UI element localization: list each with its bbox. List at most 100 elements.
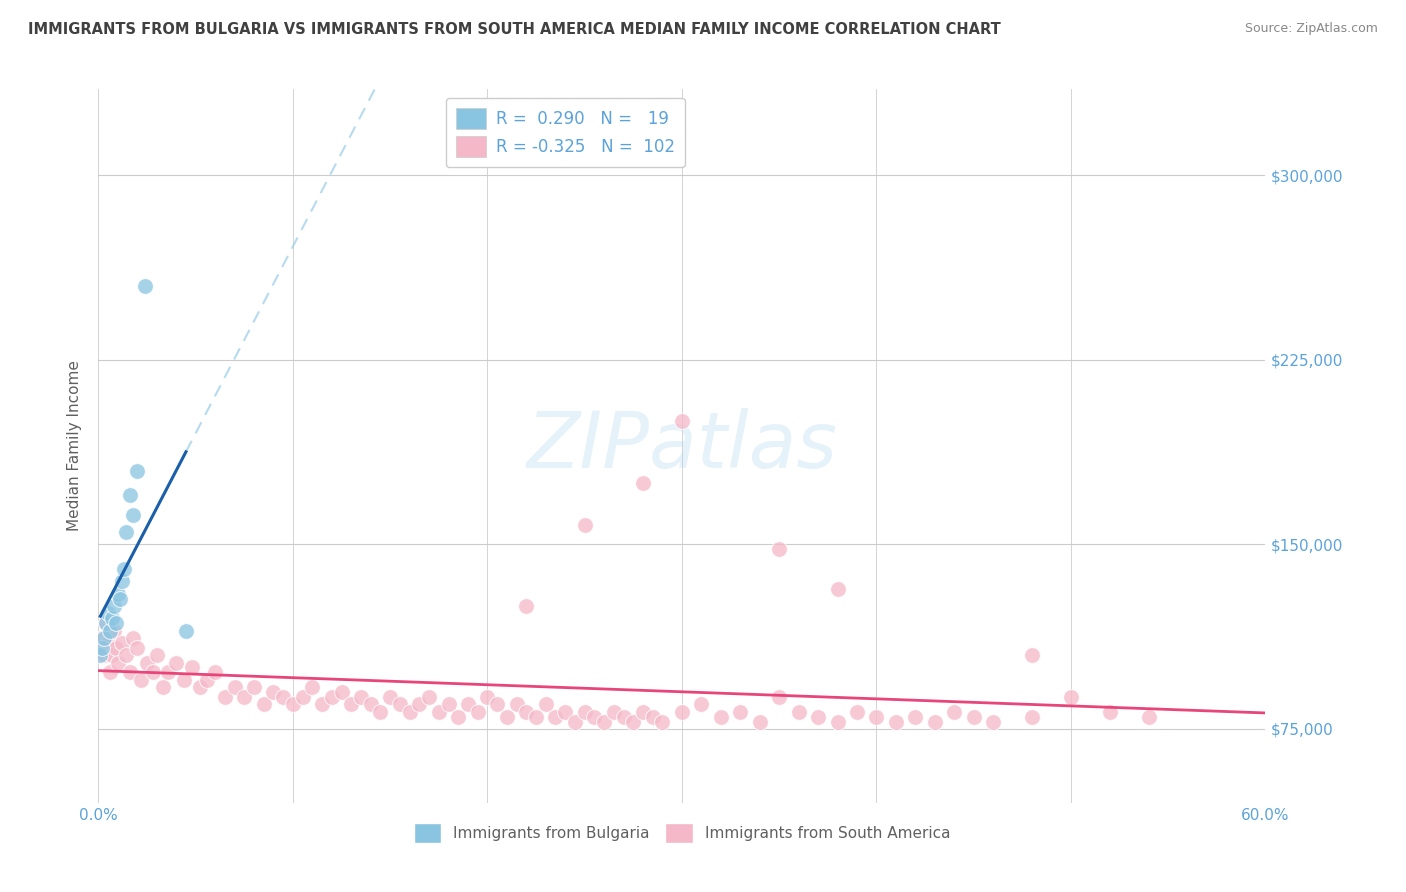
Point: [224, 680, 246, 694]
Point: [865, 709, 887, 723]
Point: [884, 714, 907, 729]
Point: [112, 562, 135, 576]
Point: [613, 709, 636, 723]
Point: [388, 698, 411, 712]
Point: [301, 680, 323, 694]
Point: [671, 705, 693, 719]
Point: [427, 705, 450, 719]
Point: [188, 680, 211, 694]
Point: [118, 488, 141, 502]
Point: [89, 640, 111, 655]
Point: [554, 705, 576, 719]
Point: [281, 698, 304, 712]
Point: [214, 690, 236, 704]
Point: [97, 607, 120, 621]
Legend: Immigrants from Bulgaria, Immigrants from South America: Immigrants from Bulgaria, Immigrants fro…: [408, 817, 956, 848]
Point: [574, 517, 596, 532]
Point: [418, 690, 440, 704]
Point: [515, 599, 537, 613]
Point: [96, 616, 118, 631]
Point: [107, 656, 129, 670]
Point: [114, 648, 136, 662]
Point: [157, 665, 180, 680]
Point: [962, 709, 984, 723]
Point: [262, 685, 284, 699]
Text: ZIPatlas: ZIPatlas: [526, 408, 838, 484]
Point: [787, 705, 810, 719]
Point: [142, 665, 165, 680]
Point: [380, 690, 402, 704]
Point: [93, 631, 115, 645]
Point: [122, 631, 145, 645]
Point: [631, 705, 654, 719]
Point: [651, 714, 673, 729]
Point: [360, 698, 382, 712]
Point: [1060, 690, 1083, 704]
Point: [111, 574, 134, 589]
Point: [603, 705, 626, 719]
Point: [146, 648, 169, 662]
Point: [91, 631, 114, 645]
Point: [271, 690, 294, 704]
Point: [101, 648, 124, 662]
Point: [96, 616, 118, 631]
Point: [129, 673, 152, 687]
Point: [943, 705, 966, 719]
Point: [641, 709, 664, 723]
Point: [671, 414, 693, 428]
Point: [93, 648, 115, 662]
Point: [114, 525, 136, 540]
Point: [768, 542, 790, 557]
Point: [101, 611, 124, 625]
Point: [807, 709, 830, 723]
Point: [97, 636, 120, 650]
Point: [108, 591, 131, 606]
Point: [134, 279, 156, 293]
Point: [180, 660, 202, 674]
Point: [398, 705, 420, 719]
Y-axis label: Median Family Income: Median Family Income: [67, 360, 83, 532]
Point: [544, 709, 567, 723]
Point: [165, 656, 187, 670]
Point: [311, 698, 333, 712]
Point: [204, 665, 226, 680]
Point: [173, 673, 195, 687]
Point: [195, 673, 218, 687]
Point: [768, 690, 790, 704]
Point: [827, 582, 849, 596]
Point: [408, 698, 430, 712]
Point: [350, 690, 373, 704]
Text: Source: ZipAtlas.com: Source: ZipAtlas.com: [1244, 22, 1378, 36]
Point: [496, 709, 519, 723]
Point: [174, 624, 197, 638]
Point: [477, 690, 499, 704]
Point: [233, 690, 256, 704]
Point: [486, 698, 509, 712]
Point: [152, 680, 174, 694]
Point: [457, 698, 479, 712]
Point: [91, 640, 114, 655]
Point: [103, 599, 125, 613]
Point: [118, 665, 141, 680]
Point: [243, 680, 266, 694]
Point: [370, 705, 392, 719]
Point: [827, 714, 849, 729]
Point: [98, 624, 121, 638]
Point: [505, 698, 527, 712]
Point: [924, 714, 946, 729]
Point: [447, 709, 470, 723]
Point: [1021, 648, 1043, 662]
Point: [104, 616, 127, 631]
Point: [564, 714, 586, 729]
Point: [107, 587, 129, 601]
Point: [437, 698, 460, 712]
Point: [690, 698, 713, 712]
Point: [330, 685, 353, 699]
Point: [98, 665, 121, 680]
Point: [524, 709, 547, 723]
Point: [291, 690, 314, 704]
Point: [1137, 709, 1160, 723]
Point: [340, 698, 363, 712]
Point: [111, 636, 134, 650]
Point: [846, 705, 869, 719]
